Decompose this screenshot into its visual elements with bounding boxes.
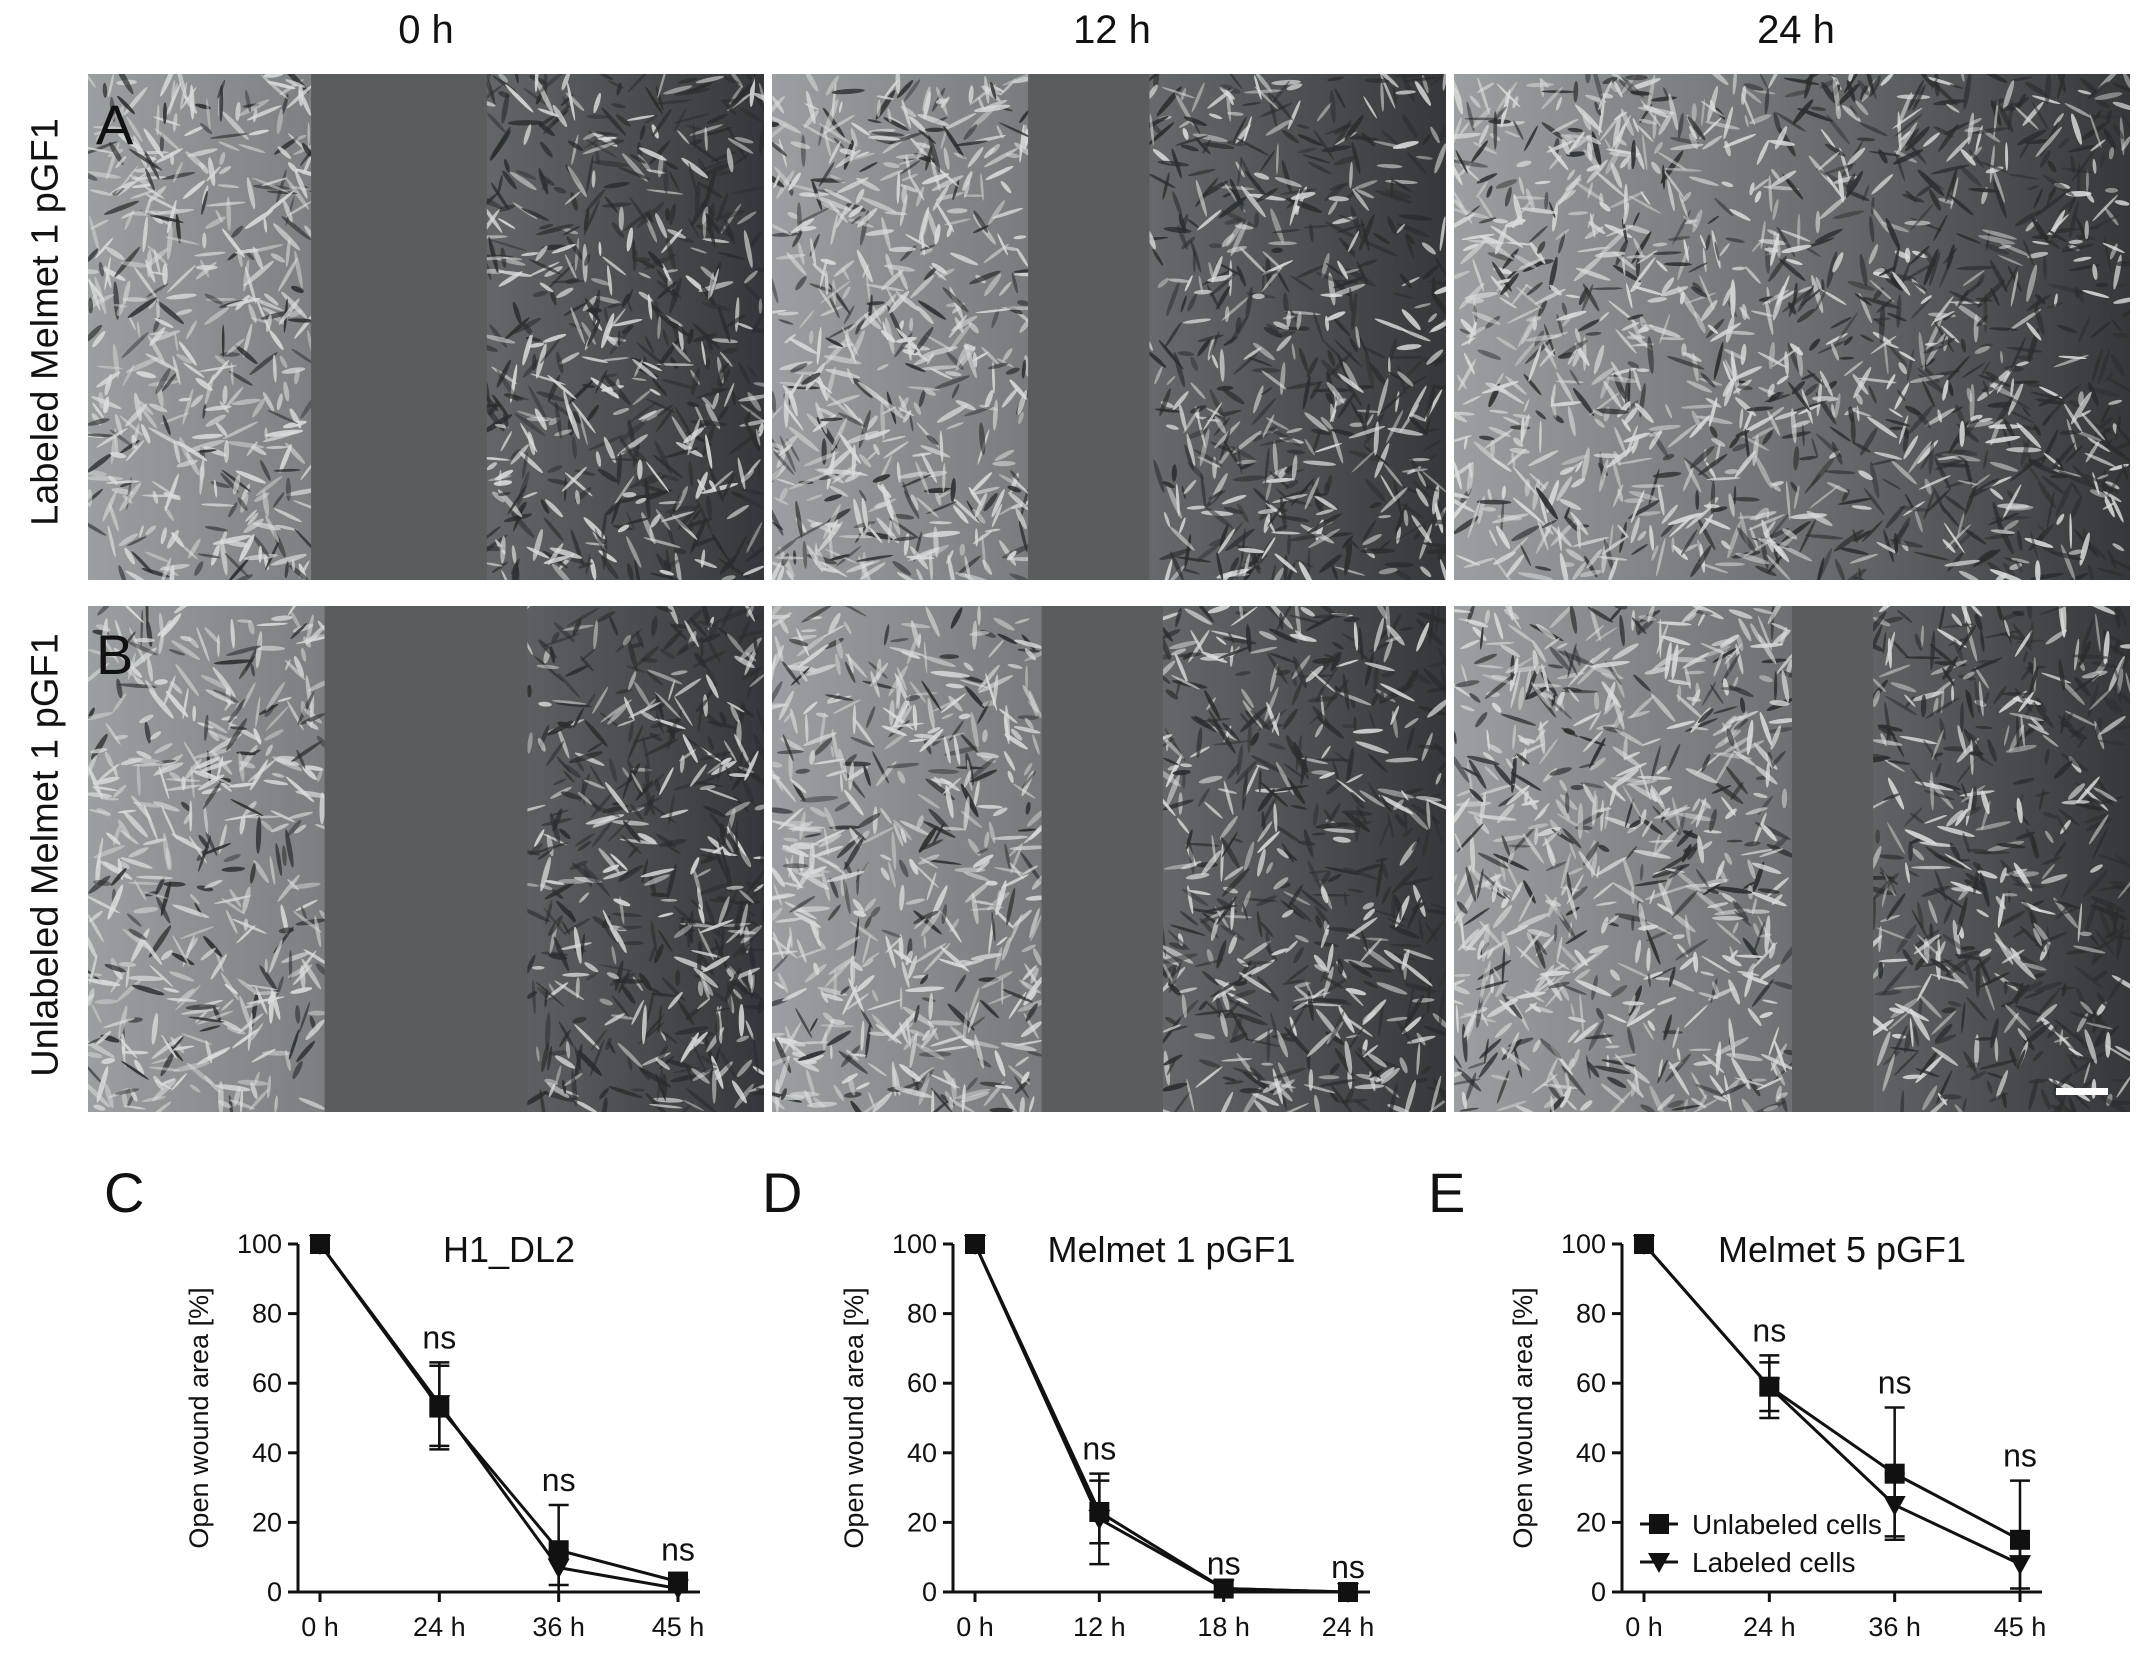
chart-title: Melmet 5 pGF1: [1718, 1229, 1966, 1270]
panel-letter-b: B: [96, 623, 134, 686]
x-tick-label: 24 h: [1322, 1612, 1375, 1642]
y-tick-label: 40: [907, 1438, 937, 1468]
data-point-triangle: [1212, 1579, 1235, 1600]
data-point-triangle: [1633, 1235, 1655, 1255]
scale-bar: [2056, 1088, 2108, 1095]
y-axis-label: Open wound area [%]: [1508, 1287, 1538, 1548]
significance-label: ns: [1878, 1365, 1912, 1401]
y-axis-label: Open wound area [%]: [184, 1287, 214, 1548]
data-point-triangle: [1337, 1583, 1359, 1603]
panel-letter-c: C: [104, 1161, 145, 1224]
micrograph-a-12h: [772, 74, 1446, 580]
micrograph-a-24h: [1454, 74, 2130, 580]
micrograph-b-12h: [772, 606, 1446, 1112]
chart-d: 0 20 40 60 80 100 0 h 12 h 18 h 24 h Open wound ar…: [839, 1229, 1375, 1642]
y-tick-label: 100: [1561, 1229, 1606, 1259]
significance-label: ns: [1331, 1549, 1365, 1585]
y-tick-label: 100: [237, 1229, 282, 1259]
chart-e: 0 20 40 60 80 100 0 h 24 h 36 h 45 h Open wound ar…: [1508, 1229, 2047, 1642]
chart-title: Melmet 1 pGF1: [1047, 1229, 1295, 1270]
column-title-24h: 24 h: [1757, 8, 1835, 52]
data-point-triangle: [309, 1235, 331, 1255]
y-tick-label: 0: [267, 1577, 282, 1607]
panel-letter-e: E: [1428, 1161, 1466, 1224]
y-tick-label: 80: [252, 1299, 282, 1329]
x-tick-label: 36 h: [1868, 1612, 1921, 1642]
panel-letter-a: A: [96, 93, 134, 156]
micrograph-b-0h: [88, 606, 764, 1112]
legend-label: Unlabeled cells: [1692, 1509, 1882, 1540]
x-tick-label: 24 h: [413, 1612, 466, 1642]
series-line-labeled: [318, 1243, 679, 1590]
x-tick-label: 12 h: [1073, 1612, 1126, 1642]
x-tick-label: 0 h: [301, 1612, 339, 1642]
data-point-triangle: [964, 1235, 986, 1255]
data-point-triangle: [2009, 1555, 2031, 1576]
y-tick-label: 60: [252, 1368, 282, 1398]
x-tick-label: 45 h: [1994, 1612, 2047, 1642]
significance-label: ns: [2003, 1438, 2037, 1474]
significance-label: ns: [1207, 1546, 1241, 1582]
y-tick-label: 20: [907, 1507, 937, 1537]
micrograph-b-24h: [1454, 606, 2130, 1112]
column-title-0h: 0 h: [398, 8, 454, 52]
x-tick-label: 0 h: [1625, 1612, 1663, 1642]
row-title-unlabeled: Unlabeled Melmet 1 pGF1: [24, 633, 67, 1077]
data-point-triangle: [1758, 1377, 1781, 1398]
y-tick-label: 0: [922, 1577, 937, 1607]
x-tick-label: 0 h: [956, 1612, 994, 1642]
y-tick-label: 40: [252, 1438, 282, 1468]
x-tick-label: 36 h: [532, 1612, 585, 1642]
significance-label: ns: [661, 1532, 695, 1568]
y-tick-label: 20: [1576, 1507, 1606, 1537]
y-tick-label: 60: [907, 1368, 937, 1398]
row-title-labeled: Labeled Melmet 1 pGF1: [24, 118, 67, 526]
significance-label: ns: [422, 1319, 456, 1355]
legend-marker-triangle: [1648, 1553, 1670, 1573]
y-tick-label: 40: [1576, 1438, 1606, 1468]
x-tick-label: 24 h: [1743, 1612, 1796, 1642]
column-title-12h: 12 h: [1073, 8, 1151, 52]
y-tick-label: 80: [1576, 1299, 1606, 1329]
significance-label: ns: [1752, 1312, 1786, 1348]
series-line-unlabeled: [318, 1243, 679, 1584]
data-point-triangle: [428, 1395, 451, 1416]
data-point-triangle: [1883, 1496, 1906, 1516]
y-tick-label: 100: [892, 1229, 937, 1259]
series-line-labeled: [1642, 1243, 2021, 1566]
y-axis-label: Open wound area [%]: [839, 1287, 869, 1548]
y-tick-label: 80: [907, 1299, 937, 1329]
significance-label: ns: [542, 1462, 576, 1498]
legend-marker-square: [1649, 1514, 1669, 1534]
legend-label: Labeled cells: [1692, 1547, 1855, 1578]
x-tick-label: 18 h: [1197, 1612, 1250, 1642]
panel-letter-d: D: [762, 1161, 803, 1224]
y-tick-label: 60: [1576, 1368, 1606, 1398]
significance-label: ns: [1082, 1431, 1116, 1467]
data-point-triangle: [1088, 1509, 1111, 1530]
series-line-unlabeled: [1642, 1243, 2021, 1542]
series-line-labeled: [973, 1243, 1349, 1594]
x-tick-label: 45 h: [652, 1612, 705, 1642]
data-point-triangle: [547, 1558, 570, 1579]
chart-c: 0 20 40 60 80 100 0 h 24 h 36 h 45 h Open wound ar…: [184, 1229, 705, 1642]
y-tick-label: 0: [1591, 1577, 1606, 1607]
chart-title: H1_DL2: [443, 1229, 575, 1270]
micrograph-a-0h: [88, 74, 764, 580]
data-point-triangle: [667, 1579, 689, 1600]
y-tick-label: 20: [252, 1507, 282, 1537]
series-line-unlabeled: [973, 1243, 1349, 1594]
